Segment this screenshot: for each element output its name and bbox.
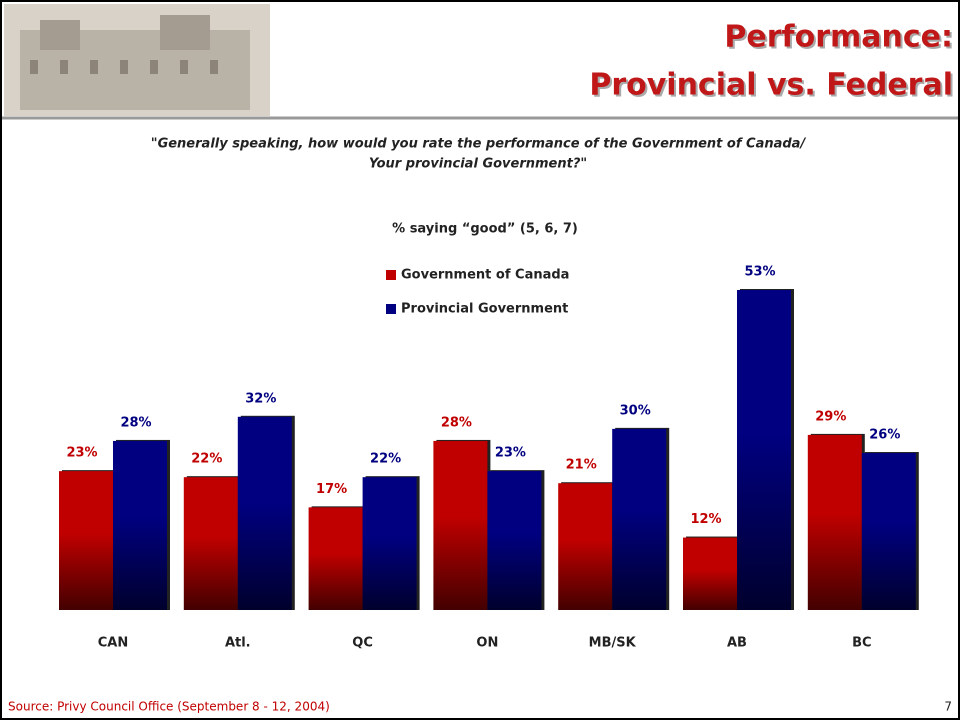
slide: Performance: Performance: Provincial vs.…	[0, 0, 960, 720]
value-label: 28%	[441, 415, 472, 430]
header-image	[4, 4, 270, 116]
bar	[808, 435, 862, 610]
legend-swatch	[386, 270, 396, 280]
value-label: 23%	[495, 446, 526, 461]
bar	[363, 477, 417, 610]
bar	[862, 453, 916, 610]
bar	[737, 290, 791, 610]
legend-label: Government of Canada	[401, 268, 569, 283]
question: Your provincial Government?"	[369, 157, 587, 172]
bar	[433, 441, 487, 610]
value-label: 21%	[566, 458, 597, 473]
value-label: 17%	[316, 482, 347, 497]
bar	[683, 538, 737, 610]
legend-swatch	[386, 304, 396, 314]
x-tick-label: Atl.	[225, 636, 251, 651]
bar	[487, 471, 541, 610]
value-label: 32%	[245, 391, 276, 406]
bar	[59, 471, 113, 610]
question: "Generally speaking, how would you rate …	[151, 137, 807, 152]
legend-label: Provincial Government	[401, 302, 568, 317]
x-tick-label: BC	[852, 636, 871, 651]
value-label: 30%	[620, 403, 651, 418]
bar	[558, 483, 612, 610]
value-label: 53%	[744, 265, 775, 280]
x-tick-label: MB/SK	[589, 636, 637, 651]
bar	[113, 441, 167, 610]
x-tick-label: ON	[476, 636, 498, 651]
value-label: 23%	[66, 446, 97, 461]
chart-title: % saying “good” (5, 6, 7)	[392, 222, 578, 237]
x-tick-label: CAN	[98, 636, 128, 651]
page-number: 7	[944, 700, 952, 714]
x-tick-label: AB	[727, 636, 747, 651]
value-label: 26%	[869, 428, 900, 443]
value-label: 28%	[120, 415, 151, 430]
bar	[238, 417, 292, 610]
value-label: 22%	[370, 452, 401, 467]
page: Performance: Performance: Provincial vs.…	[0, 0, 960, 720]
value-label: 12%	[690, 512, 721, 527]
title-line: Performance:	[724, 20, 953, 55]
bar	[184, 477, 238, 610]
bar	[309, 507, 363, 610]
bar	[612, 429, 666, 610]
source: Source: Privy Council Office (September …	[8, 700, 330, 714]
title-line: Provincial vs. Federal	[589, 68, 953, 103]
x-tick-label: QC	[352, 636, 373, 651]
value-label: 22%	[191, 452, 222, 467]
value-label: 29%	[815, 409, 846, 424]
